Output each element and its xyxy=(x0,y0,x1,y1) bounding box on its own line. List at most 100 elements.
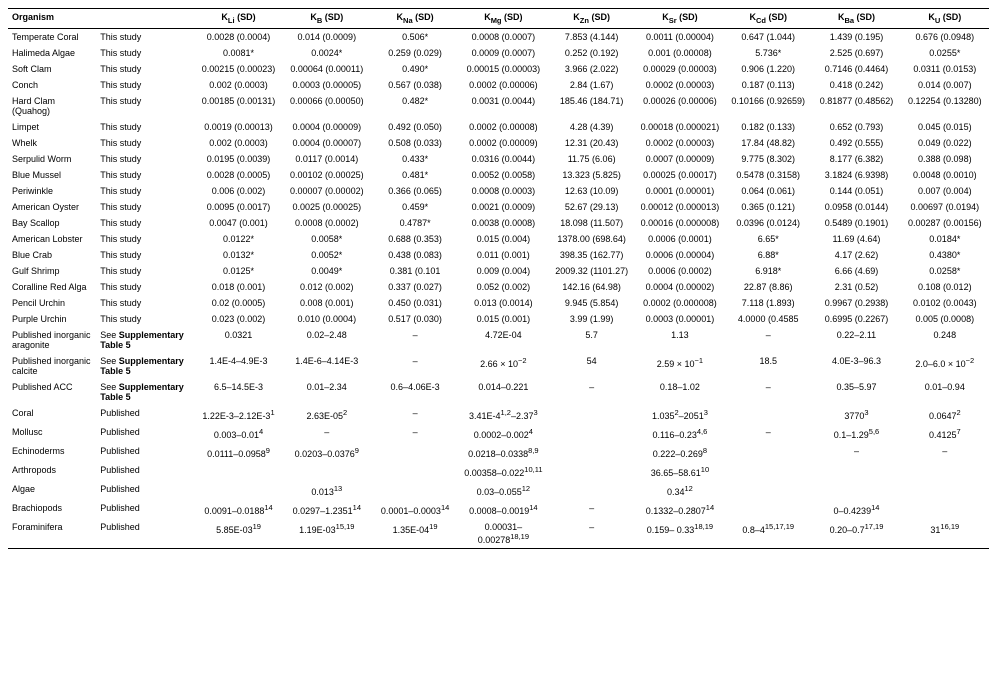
cell-organism: Coral xyxy=(8,405,96,424)
cell-KCd: 6.88* xyxy=(724,247,812,263)
cell-KB: 0.012 (0.002) xyxy=(283,279,371,295)
cell-KLi xyxy=(194,481,282,500)
cell-KMg: 0.013 (0.0014) xyxy=(459,295,547,311)
cell-KMg: 0.052 (0.002) xyxy=(459,279,547,295)
table-header: OrganismKLi (SD)KB (SD)KNa (SD)KMg (SD)K… xyxy=(8,9,989,29)
cell-source: This study xyxy=(96,247,194,263)
cell-KSr: 0.00029 (0.00003) xyxy=(636,61,724,77)
cell-KSr: 0.001 (0.00008) xyxy=(636,45,724,61)
cell-KB: 1.4E-6–4.14E-3 xyxy=(283,353,371,379)
cell-KMg: 0.0021 (0.0009) xyxy=(459,199,547,215)
cell-source: This study xyxy=(96,93,194,119)
cell-KMg: 0.011 (0.001) xyxy=(459,247,547,263)
cell-KNa: 0.0001–0.000314 xyxy=(371,500,459,519)
cell-KMg: 0.0052 (0.0058) xyxy=(459,167,547,183)
cell-KSr: 0.00025 (0.00017) xyxy=(636,167,724,183)
cell-KZn: – xyxy=(548,519,636,549)
cell-organism: Periwinkle xyxy=(8,183,96,199)
table-row: American OysterThis study0.0095 (0.0017)… xyxy=(8,199,989,215)
cell-KMg: 0.00015 (0.00003) xyxy=(459,61,547,77)
col-header-KMg: KMg (SD) xyxy=(459,9,547,29)
cell-source: This study xyxy=(96,311,194,327)
cell-organism: Blue Crab xyxy=(8,247,96,263)
cell-KNa: 0.492 (0.050) xyxy=(371,119,459,135)
cell-KCd xyxy=(724,462,812,481)
cell-organism: Pencil Urchin xyxy=(8,295,96,311)
cell-organism: Algae xyxy=(8,481,96,500)
cell-KB: 0.010 (0.0004) xyxy=(283,311,371,327)
table-row: MolluscPublished0.003–0.014––0.0002–0.00… xyxy=(8,424,989,443)
cell-KB xyxy=(283,462,371,481)
cell-KSr: 0.0002 (0.00003) xyxy=(636,77,724,93)
cell-organism: Halimeda Algae xyxy=(8,45,96,61)
cell-organism: Arthropods xyxy=(8,462,96,481)
cell-organism: Brachiopods xyxy=(8,500,96,519)
cell-KLi: 6.5–14.5E-3 xyxy=(194,379,282,405)
cell-KLi: 0.0019 (0.00013) xyxy=(194,119,282,135)
cell-KNa: 0.490* xyxy=(371,61,459,77)
cell-KNa: 1.35E-0419 xyxy=(371,519,459,549)
cell-KLi: 0.023 (0.002) xyxy=(194,311,282,327)
cell-KMg: 0.0031 (0.0044) xyxy=(459,93,547,119)
cell-KMg: 0.009 (0.004) xyxy=(459,263,547,279)
col-header-KCd: KCd (SD) xyxy=(724,9,812,29)
cell-KZn: 4.28 (4.39) xyxy=(548,119,636,135)
cell-KLi: 5.85E-0319 xyxy=(194,519,282,549)
cell-KBa: – xyxy=(812,443,900,462)
cell-KCd: 0.10166 (0.92659) xyxy=(724,93,812,119)
cell-KZn: – xyxy=(548,500,636,519)
cell-KLi: 0.003–0.014 xyxy=(194,424,282,443)
cell-source: This study xyxy=(96,135,194,151)
cell-KBa: 0.0958 (0.0144) xyxy=(812,199,900,215)
table-row: Soft ClamThis study0.00215 (0.00023)0.00… xyxy=(8,61,989,77)
cell-KB: 1.19E-0315,19 xyxy=(283,519,371,549)
cell-KBa: 0.9967 (0.2938) xyxy=(812,295,900,311)
cell-KZn: 13.323 (5.825) xyxy=(548,167,636,183)
cell-KCd: 7.118 (1.893) xyxy=(724,295,812,311)
cell-KSr: 0.0002 (0.00003) xyxy=(636,135,724,151)
cell-KSr: 0.1332–0.280714 xyxy=(636,500,724,519)
cell-KNa: 0.482* xyxy=(371,93,459,119)
table-row: Gulf ShrimpThis study0.0125*0.0049*0.381… xyxy=(8,263,989,279)
cell-KZn xyxy=(548,424,636,443)
cell-organism: American Lobster xyxy=(8,231,96,247)
cell-KNa xyxy=(371,462,459,481)
cell-source: This study xyxy=(96,183,194,199)
cell-KSr: 0.00016 (0.000008) xyxy=(636,215,724,231)
cell-KNa: 0.4787* xyxy=(371,215,459,231)
cell-KCd: 9.775 (8.302) xyxy=(724,151,812,167)
cell-KCd: 0.064 (0.061) xyxy=(724,183,812,199)
cell-source: This study xyxy=(96,61,194,77)
table-body: Temperate CoralThis study0.0028 (0.0004)… xyxy=(8,28,989,548)
cell-KMg: 0.0038 (0.0008) xyxy=(459,215,547,231)
cell-KNa: – xyxy=(371,353,459,379)
cell-KMg: 0.03–0.05512 xyxy=(459,481,547,500)
cell-KCd: 0.182 (0.133) xyxy=(724,119,812,135)
cell-KMg: 0.0008–0.001914 xyxy=(459,500,547,519)
cell-KMg: 0.0008 (0.0003) xyxy=(459,183,547,199)
cell-KZn: 12.63 (10.09) xyxy=(548,183,636,199)
cell-KNa: – xyxy=(371,327,459,353)
cell-KU: 0.049 (0.022) xyxy=(901,135,989,151)
cell-source: Published xyxy=(96,424,194,443)
cell-KB: 0.008 (0.001) xyxy=(283,295,371,311)
cell-KSr: 0.00026 (0.00006) xyxy=(636,93,724,119)
cell-KBa: 6.66 (4.69) xyxy=(812,263,900,279)
table-row: Halimeda AlgaeThis study0.0081*0.0024*0.… xyxy=(8,45,989,61)
cell-KSr: 1.13 xyxy=(636,327,724,353)
cell-KB: 0.01313 xyxy=(283,481,371,500)
col-header-KZn: KZn (SD) xyxy=(548,9,636,29)
cell-KSr: 0.0006 (0.0001) xyxy=(636,231,724,247)
cell-KBa: 0.20–0.717,19 xyxy=(812,519,900,549)
cell-KZn: 3.99 (1.99) xyxy=(548,311,636,327)
cell-KZn: – xyxy=(548,379,636,405)
cell-KMg: 0.00358–0.02210,11 xyxy=(459,462,547,481)
cell-KLi: 0.018 (0.001) xyxy=(194,279,282,295)
table-row: Blue MusselThis study0.0028 (0.0005)0.00… xyxy=(8,167,989,183)
cell-KMg: 3.41E-41,2–2.373 xyxy=(459,405,547,424)
col-header-KU: KU (SD) xyxy=(901,9,989,29)
table-row: Purple UrchinThis study0.023 (0.002)0.01… xyxy=(8,311,989,327)
cell-KLi: 0.002 (0.0003) xyxy=(194,135,282,151)
cell-KLi: 0.00215 (0.00023) xyxy=(194,61,282,77)
cell-KBa: 0.652 (0.793) xyxy=(812,119,900,135)
